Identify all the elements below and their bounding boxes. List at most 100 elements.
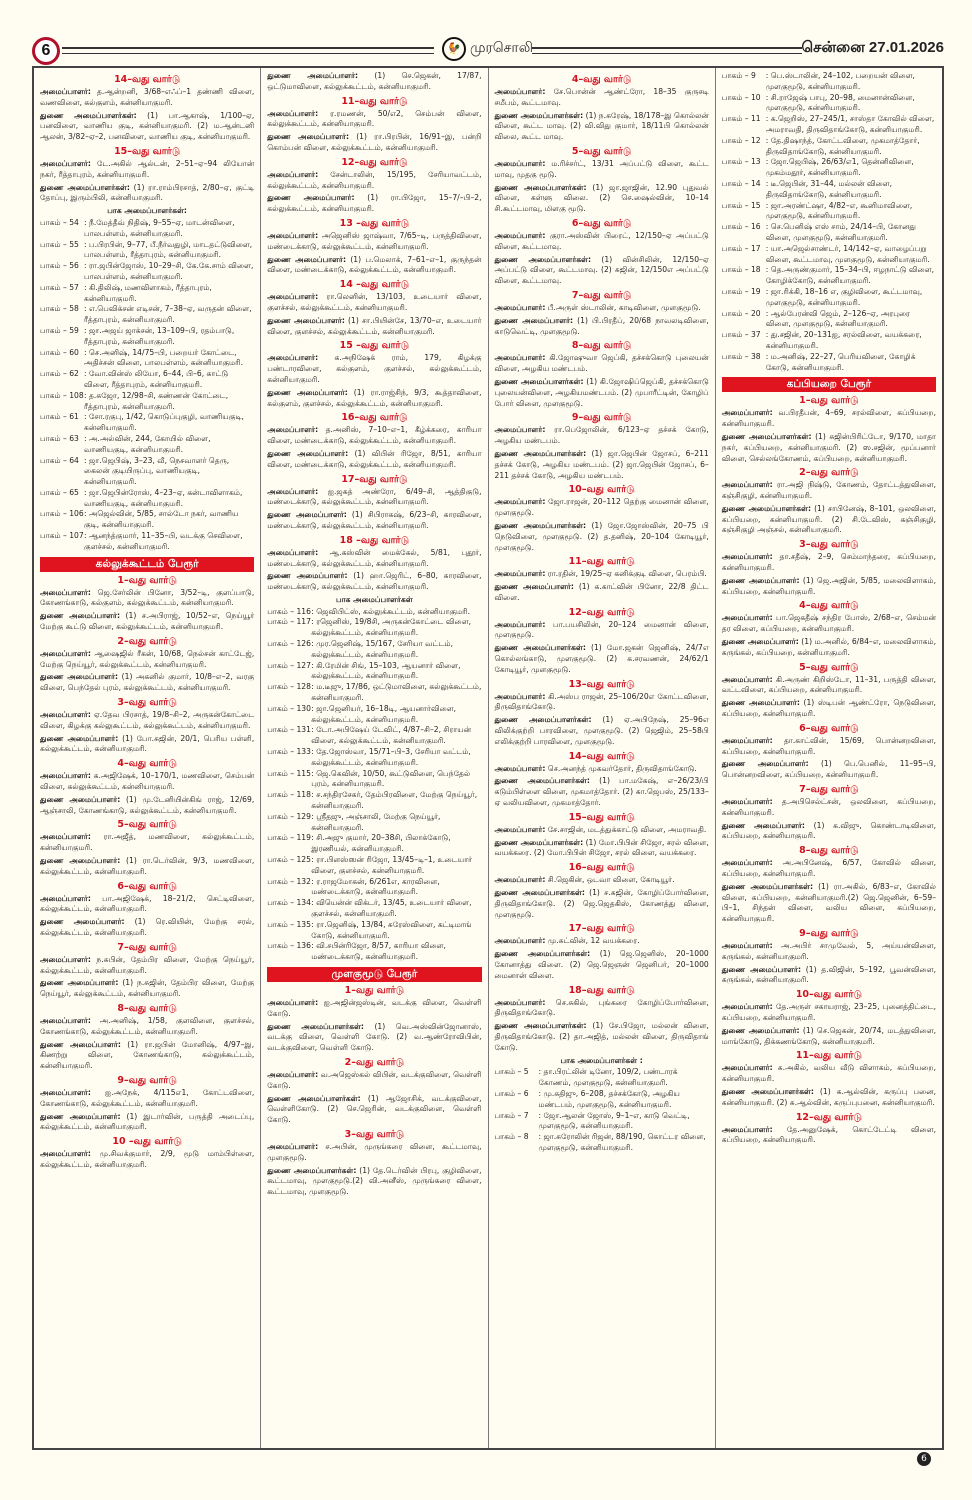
entry-role-label: அமைப்பாளர்: [721, 1002, 773, 1012]
booth-number: பாகம் – 136 [267, 941, 311, 951]
entry-details: (1) போ.சுஜின், 20/1, பெரிய பள்ளி, கல்லுக… [40, 733, 255, 754]
booth-organiser: : ம.டீஜு, 17/86, ஒட்டுமாவிளை, கல்லுக்கூட… [311, 682, 482, 703]
ward-heading: 9–வது வார்டு [799, 928, 859, 939]
organiser-entry: துணை அமைப்பாளர்: (1) போ.சுஜின், 20/1, பெ… [40, 734, 254, 756]
booth-number: பாகம் – 38 [721, 351, 761, 361]
booth-entry: பாகம் – 126: முர.ஜெனிஷ், 15/167, சேரியா … [267, 639, 481, 661]
entry-role-label: அமைப்பாளர்: [721, 735, 773, 745]
entry-details: செ.சுகில், புங்கரை கோழிப்போர்விளை, திருவ… [494, 997, 709, 1018]
entry-role-label: துணை அமைப்பாளர்கள்: [494, 888, 585, 898]
rooster-logo-icon: 🐓 [442, 37, 466, 61]
organiser-entry: துணை அமைப்பாளர்: (1) செ.ஜெகன், 20/74, மட… [722, 1026, 936, 1048]
booth-organiser: : தா.பிரட்லின் டினோ, 109/2, பண்டாரக் கோண… [538, 1067, 678, 1088]
organiser-entry: அமைப்பாளர்: சு.அகில், வலிய வீடு விளாகம்,… [722, 1063, 936, 1085]
entry-role-label: அமைப்பாளர்: [40, 771, 91, 781]
entry-details: குரா.அஸ்வின் பிரைட், 12/150–ஏ அப்பட்டு வ… [494, 230, 709, 251]
booth-number: பாகம் – 55 [40, 239, 79, 249]
booth-entry: பாகம் – 63: அ.அல்வின், 244, கோயில் விளை,… [40, 434, 254, 456]
entry-role-label: துணை அமைப்பாளர்: [494, 582, 574, 592]
entry-role-label: துணை அமைப்பாளர்கள்: [494, 376, 584, 386]
booth-number: பாகம் – 65 [40, 487, 79, 497]
entry-details: சு.அகில், வலிய வீடு விளாகம், கப்பியறை, க… [721, 1063, 936, 1084]
entry-role-label: துணை அமைப்பாளர்கள்: [40, 110, 137, 120]
organiser-entry: துணை அமைப்பாளர்: (1) ஹா.ஜெரிட், 6–80, கா… [267, 571, 481, 593]
entry-details: (1) ஆஜோசிக், வடக்குவிளை, வெள்ளிகோடு. (2)… [267, 1093, 482, 1125]
organiser-entry: துணை அமைப்பாளர்கள்: (1) க.ஆல்வின், கருப்… [722, 1087, 936, 1109]
entry-details: தா.காட்வின், 15/69, பொன்னறவிளை, கப்பியறை… [721, 735, 936, 756]
booth-number: பாகம் – 129 [267, 811, 311, 821]
ward-heading: 12–வது வார்டு [795, 1111, 862, 1123]
booth-organiser: : தே.திஷாந்த், கோட்டவிளை, முகமாத்தோர், த… [765, 135, 920, 156]
booth-entry: பாகம் – 128: ம.டீஜு, 17/86, ஒட்டுமாவிளை,… [267, 682, 481, 704]
booth-organiser: : டோ.அபிஷேய் டேவிட், 4/87–சி–2, சிராயன் … [311, 725, 472, 746]
booth-number: பாகம் – 127 [267, 660, 311, 670]
booth-number: பாகம் – 131 [267, 725, 311, 735]
organiser-entry: அமைப்பாளர்: தா.காட்வின், 15/69, பொன்னறவி… [722, 736, 936, 758]
booth-number: பாகம் – 13 [721, 157, 761, 167]
booth-entry: பாகம் – 108: த.சுஜோ, 12/98–சி, கண்ணன் கோ… [40, 391, 254, 413]
booth-entry: பாகம் – 17: யா.அஜெல்சாண்டர், 14/142–ஏ, வ… [722, 244, 936, 266]
organiser-entry: துணை அமைப்பாளர்கள்: (1) ஜோ.ஜோஸ்வின், 20–… [495, 521, 709, 553]
entry-details: (1) மோ.ஜகன் ஜெனிஷ், 24/7எ கொல்லங்காடு, ம… [494, 643, 709, 674]
booth-entry: பாகம் – 57: கி.திலிஷ், மணவிளாகம், ரீத்தா… [40, 283, 254, 305]
entry-role-label: அமைப்பாளர்: [267, 425, 319, 435]
booth-entry: பாகம் – 62: வோ.வின்ஸ் லியோ, 6–44, பி–6, … [40, 369, 254, 391]
entry-details: க.அநிஷேக் ராம், 179, கிழக்கு பண்டாரவிளை,… [267, 353, 482, 384]
entry-details: ஜோ.ராஜன், 20–112 தெற்கு மைனான் விளை, முள… [494, 497, 709, 518]
booth-organiser: : அ.அல்வின், 244, கோயில் விளை, வாணியகுடி… [84, 433, 211, 454]
article-columns: 14–வது வார்டு அமைப்பாளர்: த.ஆன்றனி, 3/68–… [32, 66, 944, 1450]
booth-organiser: : செ.அனிஷ், 14/75–பி, பறையர் கோட்டை, அதி… [84, 347, 244, 368]
entry-details: ரா.ரதின், 19/25–ஏ கனிக்குடி விளை, பெரம்ப… [545, 569, 707, 579]
entry-details: (1) மோ.பிபின் சிஜோ, சரல் விளை, வயக்கரை. … [494, 837, 709, 858]
ward-heading: 5–வது வார்டு [117, 819, 177, 831]
organiser-entry: அமைப்பாளர்: ர.ரமணன், 50/எ2, செம்பன் விளை… [267, 109, 481, 131]
entry-role-label: துணை அமைப்பாளர்: [40, 794, 121, 804]
entry-details: ச.அபின், முருங்கரை விளை, கூட்டமாவு, முளக… [267, 1141, 482, 1162]
entry-role-label: துணை அமைப்பாளர்: [40, 733, 119, 743]
entry-details: (1) வின்சிலின், 12/150–ஏ அப்பட்டு விளை, … [494, 254, 709, 286]
booth-organiser: : ஜா.அஜய் ஜாக்சன், 13–109–பி, ரதம்பாடு, … [84, 325, 235, 346]
booth-number: பாகம் – 7 [494, 1110, 529, 1120]
organiser-entry: துணை அமைப்பாளர்: (1) ரா.ராஜ்சிந், 9/3, க… [267, 388, 481, 410]
entry-details: சேன்டாலின், 15/195, சேரியாவட்டம், கல்லுக… [267, 169, 482, 190]
ward-heading: 11–வது வார்டு [568, 556, 635, 568]
booth-entry: பாகம் – 18: தெ.அருண்குமார், 15–34–பி, ஈழ… [722, 265, 936, 287]
organiser-entry: துணை அமைப்பாளர்: (1) செ.ஜெகன், 17/87, ஒட… [267, 71, 481, 93]
entry-role-label: துணை அமைப்பாளர்கள்: [494, 110, 584, 120]
booth-organiser: : வோ.வின்ஸ் லியோ, 6–44, பி–6, காட்டு விள… [84, 369, 229, 389]
entry-details: கி.அருண் கிறிஸ்டோ, 11–31, பருத்தி விளை, … [721, 674, 936, 695]
entry-details: (1) ரா.டெர்வின், 9/3, மணவிளை, கல்லுக்கூட… [40, 856, 255, 876]
entry-details: (1) ஜா.ஜெபின் ஜோசப், 6–211 தச்சக் கோடு, … [494, 448, 709, 480]
organiser-entry: துணை அமைப்பாளர்: (1) ஜெ.அஜின், 5/85, மலை… [722, 576, 936, 598]
organiser-entry: அமைப்பாளர்: பா.அஜிஷேக், 18–21/2, செட்டிவ… [40, 894, 254, 916]
organiser-entry: துணை அமைப்பாளர்: (1) க.காட்வின் பினோ, 22… [495, 582, 709, 604]
entry-details: (1) ரெ.வியின், மேற்கு சரல், கல்லுக்கூட்ட… [40, 917, 255, 937]
entry-details: ரா.பெஜோலின், 6/123–ஏ தச்சக் கோடு, அழகிய … [494, 425, 709, 446]
entry-role-label: அமைப்பாளர்: [267, 169, 319, 179]
entry-role-label: அமைப்பாளர்: [40, 954, 91, 964]
organiser-entry: அமைப்பாளர்: வ.அஜெஸ்கல் விபின், வடக்குவிள… [267, 1070, 481, 1092]
booth-organiser: : மு.சுதிஜு, 6–208, தச்சக்கோடு, அழகிய மண… [538, 1088, 680, 1109]
entry-role-label: அமைப்பாளர்: [494, 302, 546, 312]
entry-details: (1) த.விஜின், 5–192, பூவன்விளை, கருங்கல்… [721, 964, 936, 985]
organiser-entry: துணை அமைப்பாளர்கள்: (1) தே.டெர்வின் பிரப… [267, 1166, 481, 1198]
booth-organiser: : த.சுஜோ, 12/98–சி, கண்ணன் கோட்டை, ரீத்த… [84, 390, 229, 411]
entry-role-label: துணை அமைப்பாளர்கள்: [267, 1021, 364, 1031]
column-2: துணை அமைப்பாளர்: (1) செ.ஜெகன், 17/87, ஒட… [261, 68, 489, 1448]
entry-details: செ.அனந்த் முகவர்தோர், திருவிதாங்கோடு. [545, 763, 697, 773]
organiser-entry: அமைப்பாளர்: த.ஆன்றனி, 3/68–எஃப்–1 தண்ணி … [40, 87, 254, 109]
organiser-entry: அமைப்பாளர்: ரா.ரதின், 19/25–ஏ கனிக்குடி … [495, 569, 709, 580]
organiser-entry: அமைப்பாளர்: ஐ.அஜின்ஜஸ்டின், வடக்கு விளை,… [267, 998, 481, 1020]
booth-number: பாகம் – 16 [721, 222, 761, 232]
entry-role-label: அமைப்பாளர்: [721, 858, 773, 868]
booth-entry: பாகம் – 56: ரா.ஜபின்ஜோஸ், 10–29–சி, கே.க… [40, 261, 254, 283]
column-3: 4–வது வார்டு அமைப்பாளர்: சே.பொன்ன் ஆண்ட்ர… [489, 68, 716, 1448]
booth-organiser: : ரா.ஜெனிஷ், 13/84, சுரேஸ்விளை, கட்டிமாங… [311, 919, 472, 940]
entry-details: ஆஷைஜில் ரீகன், 10/68, நெல்சன் காட்டேஜ், … [40, 648, 255, 669]
booth-number: பாகம் – 119 [267, 833, 311, 843]
organiser-entry: துணை அமைப்பாளர்கள்: (1) ஜா.ஜாஜின், 12.90… [495, 183, 709, 215]
booth-number: பாகம் – 60 [40, 347, 79, 357]
organiser-entry: அமைப்பாளர்: மு.சுட்வின், 12 வயக்கரை. [495, 936, 709, 947]
booth-number: பாகம் – 10 [721, 92, 761, 102]
organiser-entry: துணை அமைப்பாளர்கள்: (1) சுஜின்பிரிட்டோ, … [722, 432, 936, 464]
